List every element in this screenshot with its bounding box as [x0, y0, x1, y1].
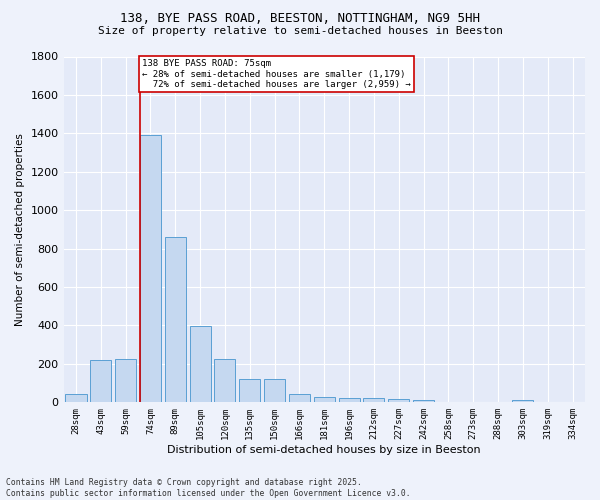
Bar — [239, 380, 260, 402]
Bar — [115, 359, 136, 403]
Bar — [413, 400, 434, 402]
Bar — [214, 359, 235, 403]
Text: Size of property relative to semi-detached houses in Beeston: Size of property relative to semi-detach… — [97, 26, 503, 36]
Text: 138, BYE PASS ROAD, BEESTON, NOTTINGHAM, NG9 5HH: 138, BYE PASS ROAD, BEESTON, NOTTINGHAM,… — [120, 12, 480, 26]
Bar — [65, 394, 86, 402]
Bar — [90, 360, 112, 403]
Bar — [140, 136, 161, 402]
Bar — [388, 400, 409, 402]
Bar — [364, 398, 385, 402]
Bar — [314, 396, 335, 402]
Bar — [338, 398, 359, 402]
Text: 138 BYE PASS ROAD: 75sqm
← 28% of semi-detached houses are smaller (1,179)
  72%: 138 BYE PASS ROAD: 75sqm ← 28% of semi-d… — [142, 60, 410, 89]
Bar — [190, 326, 211, 402]
X-axis label: Distribution of semi-detached houses by size in Beeston: Distribution of semi-detached houses by … — [167, 445, 481, 455]
Bar — [264, 380, 285, 402]
Bar — [512, 400, 533, 402]
Text: Contains HM Land Registry data © Crown copyright and database right 2025.
Contai: Contains HM Land Registry data © Crown c… — [6, 478, 410, 498]
Y-axis label: Number of semi-detached properties: Number of semi-detached properties — [15, 133, 25, 326]
Bar — [165, 237, 186, 402]
Bar — [289, 394, 310, 402]
